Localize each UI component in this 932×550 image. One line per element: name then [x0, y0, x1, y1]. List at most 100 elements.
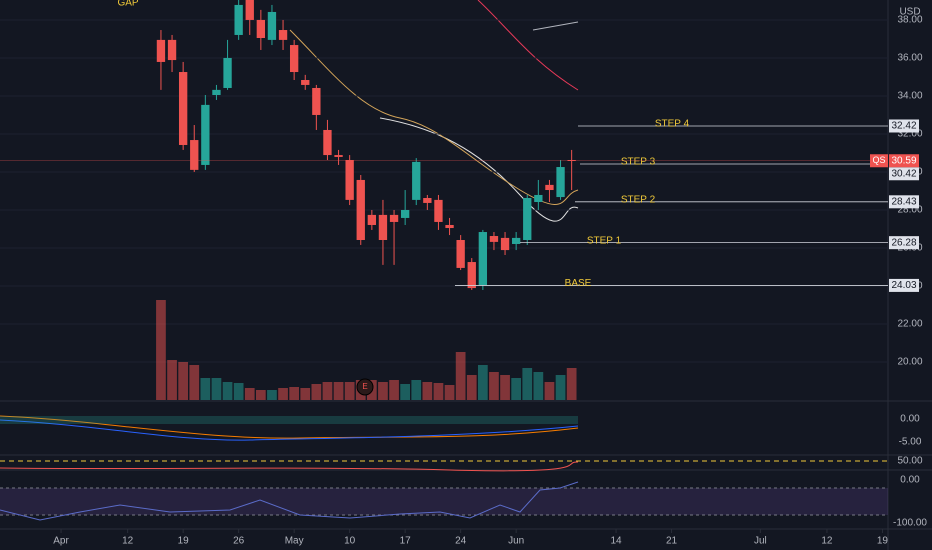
y-tick-label: 36.00 — [897, 53, 922, 64]
y-tick-label: 32.00 — [897, 129, 922, 140]
volume-bar — [411, 380, 422, 400]
candle-body — [400, 209, 410, 218]
candle-body — [201, 104, 210, 165]
indicator-label: -100.00 — [893, 518, 927, 529]
x-tick-label: 12 — [821, 536, 833, 547]
volume-bar — [477, 365, 488, 400]
price-tag-label: 26.28 — [891, 237, 916, 248]
x-tick-label: 19 — [877, 536, 889, 547]
x-tick-label: 24 — [455, 536, 467, 547]
volume-bar — [378, 382, 388, 400]
price-tag — [889, 236, 919, 250]
price-tag-label: 32.42 — [891, 121, 916, 132]
candle-body — [367, 214, 377, 225]
x-tick-label: Apr — [53, 536, 69, 547]
candle-body — [345, 160, 354, 200]
candle-body — [389, 214, 399, 222]
volume-bar — [489, 372, 499, 400]
volume-bar — [389, 380, 399, 400]
candle-body — [223, 57, 232, 88]
x-tick-label: 21 — [666, 536, 678, 547]
candle-body — [545, 184, 554, 191]
price-tag-label: 30.42 — [891, 168, 916, 179]
candle-body — [489, 236, 499, 242]
currency: USD — [899, 7, 920, 18]
level-label: STEP 3 — [621, 157, 656, 168]
candle-body — [556, 167, 565, 198]
volume-bar — [544, 382, 555, 400]
candle-body — [278, 30, 288, 40]
volume-bar — [156, 300, 166, 400]
candle-body — [167, 39, 177, 61]
volume-bar — [167, 360, 177, 400]
price-tag-label: 24.03 — [891, 280, 916, 291]
y-tick-label: 38.00 — [897, 15, 922, 26]
level-label: STEP 2 — [621, 194, 656, 205]
level-label: BASE — [565, 278, 592, 289]
candle-body — [301, 80, 310, 85]
y-tick-label: 34.00 — [897, 91, 922, 102]
volume-bar — [555, 375, 566, 400]
candle-body — [478, 232, 488, 286]
volume-bar — [422, 382, 433, 400]
level-label: STEP 1 — [587, 235, 622, 246]
candle-body — [412, 161, 421, 200]
x-tick-label: Jun — [508, 536, 524, 547]
volume-bar — [222, 382, 233, 400]
indicator-decoration — [0, 0, 888, 521]
indicator-label: 0.00 — [900, 414, 920, 425]
x-tick-label: May — [285, 536, 304, 547]
volume-bar — [200, 378, 211, 400]
candle-body — [378, 214, 388, 240]
volume-bar — [333, 382, 344, 400]
volume-bar — [267, 390, 277, 400]
volume-bar — [189, 365, 200, 400]
candle-body — [445, 224, 454, 229]
volume-bar — [533, 372, 544, 400]
volume-bar — [500, 375, 510, 400]
candle-body — [256, 19, 266, 39]
candle-body — [323, 129, 332, 156]
price-tag-label: 28.43 — [891, 196, 916, 207]
candle-body — [456, 240, 465, 268]
volume-bar — [466, 375, 477, 400]
earnings-marker — [356, 378, 374, 396]
candle-body — [190, 140, 199, 170]
candle-body — [511, 237, 521, 244]
price-tag — [889, 167, 919, 181]
volume-bar — [344, 382, 355, 400]
candle-body — [356, 179, 365, 240]
volume-bar — [244, 388, 255, 400]
x-tick-label: 12 — [122, 536, 134, 547]
candle-body — [178, 72, 188, 145]
symbol-tag — [870, 154, 888, 168]
candle-body — [423, 198, 432, 203]
volume-bar — [566, 368, 577, 400]
y-tick-label: 20.00 — [897, 357, 922, 368]
candle-body — [523, 198, 532, 240]
price-tag — [889, 195, 919, 209]
candle-body — [156, 39, 166, 62]
indicator-label: -5.00 — [899, 437, 922, 448]
last-price-label: 30.59 — [891, 155, 916, 166]
volume-bar — [444, 385, 455, 400]
level-label: STEP 4 — [655, 119, 690, 130]
candle-body — [234, 4, 243, 35]
candle-body — [289, 45, 299, 73]
x-tick-label: 14 — [610, 536, 622, 547]
candle-body — [467, 262, 476, 289]
candle-body — [334, 155, 343, 157]
volume-bar — [255, 390, 266, 400]
symbol-tag-label: QS — [872, 155, 885, 165]
x-tick-label: 26 — [233, 536, 245, 547]
x-tick-label: Jul — [754, 536, 767, 547]
candle-body — [267, 11, 277, 40]
x-tick-label: 17 — [400, 536, 412, 547]
candle-body — [500, 237, 510, 251]
candle-body — [212, 89, 221, 96]
x-tick-label: 19 — [178, 536, 190, 547]
price-tag — [889, 119, 919, 133]
